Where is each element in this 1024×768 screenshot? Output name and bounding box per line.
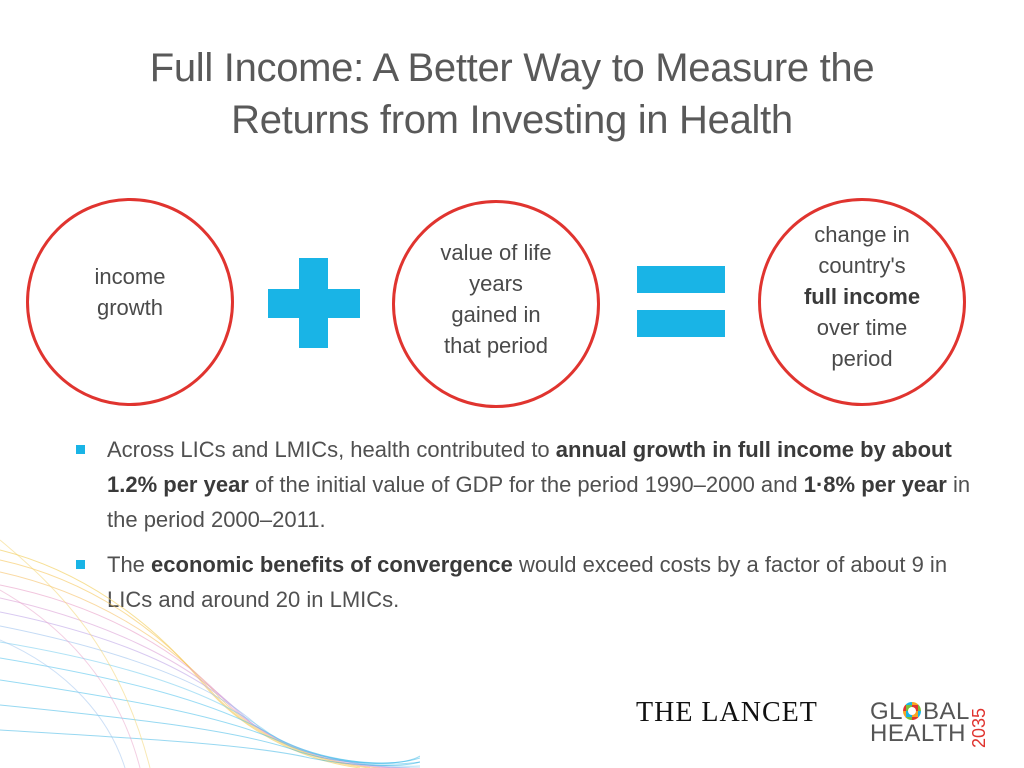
circle-text: country's <box>818 252 906 278</box>
circle-text: growth <box>96 295 164 320</box>
global-logo-o-ring-icon <box>903 702 921 720</box>
circle-text: gained in <box>451 302 541 327</box>
bullet-bold-text: economic benefits of convergence <box>151 552 513 577</box>
bullet-item: The economic benefits of convergence wou… <box>74 547 974 617</box>
circle-text: period <box>831 345 893 371</box>
circle-text: years <box>469 271 523 296</box>
title-line-1: Full Income: A Better Way to Measure the <box>149 46 875 90</box>
bullet-text: Across LICs and LMICs, health contribute… <box>107 437 556 462</box>
life-years-value-circle: value of life years gained in that perio… <box>392 200 600 408</box>
bullet-list: Across LICs and LMICs, health contribute… <box>74 432 974 627</box>
logo-year: 2035 <box>969 707 989 748</box>
circle-text: value of life <box>440 240 552 265</box>
slide-title: Full Income: A Better Way to Measure the… <box>60 42 964 146</box>
bullet-text: in the period 2000–2011. <box>107 472 971 532</box>
circle-text: income <box>94 264 166 289</box>
bullet-text: of the initial value of GDP for the peri… <box>248 472 804 497</box>
global-health-2035-logo: GL BAL HEALTH 2035 <box>870 700 1000 750</box>
full-income-change-circle: change in country's full income over tim… <box>758 198 966 406</box>
health-logo-word: HEALTH <box>870 720 966 747</box>
circle-text: change in <box>814 221 910 247</box>
circle-text: over time <box>816 314 908 340</box>
bullet-text: would exceed costs by a factor of about … <box>107 552 948 612</box>
income-growth-circle: income growth <box>26 198 234 406</box>
global-logo-word: GL BAL <box>870 698 970 725</box>
bullet-bold-text: 1·8% per year <box>803 472 947 497</box>
the-lancet-logo: THE LANCET <box>636 697 818 728</box>
bullet-square-icon <box>76 560 85 569</box>
decorative-waves <box>0 539 420 768</box>
title-line-2: Returns from Investing in Health <box>231 98 793 142</box>
equals-icon <box>637 266 725 337</box>
plus-icon <box>268 258 360 348</box>
bullet-bold-text: annual growth in full income by about 1.… <box>107 437 952 497</box>
bullet-square-icon <box>76 445 85 454</box>
circle-text: that period <box>444 333 548 358</box>
circle-text-bold: full income <box>803 283 921 309</box>
bullet-item: Across LICs and LMICs, health contribute… <box>74 432 974 537</box>
bullet-text: The <box>107 552 152 577</box>
